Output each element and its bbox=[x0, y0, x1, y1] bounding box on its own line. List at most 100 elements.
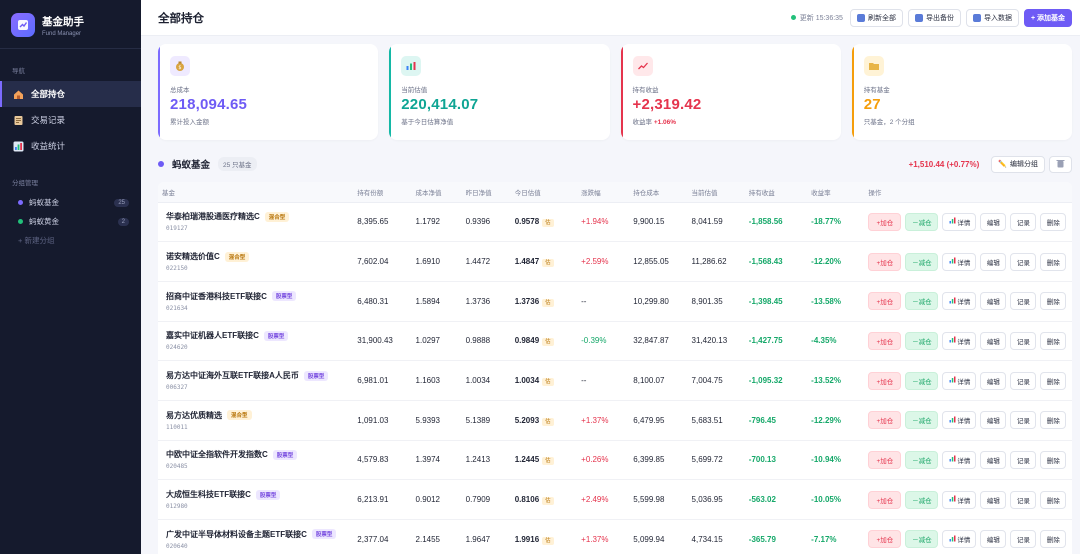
details-button[interactable]: 详情 bbox=[942, 450, 977, 469]
add-position-button[interactable]: +加仓 bbox=[868, 252, 902, 271]
new-group-button[interactable]: + 新建分组 bbox=[18, 236, 55, 245]
change-cell: +1.94% bbox=[577, 202, 630, 243]
reduce-position-button[interactable]: －减仓 bbox=[905, 371, 939, 390]
reduce-position-button[interactable]: －减仓 bbox=[905, 292, 939, 311]
reduce-position-button[interactable]: －减仓 bbox=[905, 450, 939, 469]
details-label: 详情 bbox=[957, 497, 971, 505]
record-button[interactable]: 记录 bbox=[1010, 252, 1037, 271]
sidebar-item-transactions[interactable]: 交易记录 bbox=[0, 107, 141, 133]
export-backup-button[interactable]: 导出备份 bbox=[907, 8, 961, 27]
estimate-value: 1.2445 bbox=[514, 455, 540, 465]
shares-cell: 6,213.91 bbox=[353, 479, 412, 520]
page-title: 全部持仓 bbox=[158, 12, 204, 25]
fund-name[interactable]: 大成恒生科技ETF联接C bbox=[166, 490, 251, 500]
cost-cell: 10,299.80 bbox=[629, 281, 688, 322]
add-fund-button[interactable]: + 添加基金 bbox=[1023, 8, 1072, 27]
fund-type-tag: 股票型 bbox=[255, 489, 281, 500]
add-position-button[interactable]: +加仓 bbox=[868, 212, 902, 231]
record-button[interactable]: 记录 bbox=[1010, 212, 1037, 231]
details-button[interactable]: 详情 bbox=[942, 411, 977, 430]
sidebar-group-ant-gold[interactable]: 蚂蚁黄金 2 bbox=[0, 212, 141, 231]
estimate-value: 0.8106 bbox=[514, 495, 540, 505]
details-button[interactable]: 详情 bbox=[942, 371, 977, 390]
fund-name[interactable]: 易方达优质精选 bbox=[166, 410, 222, 420]
delete-button[interactable]: 删除 bbox=[1040, 450, 1067, 469]
col-header: 收益率 bbox=[807, 182, 865, 203]
col-header: 当前估值 bbox=[687, 182, 745, 203]
reduce-position-button[interactable]: －减仓 bbox=[905, 530, 939, 549]
reduce-position-button[interactable]: －减仓 bbox=[905, 490, 939, 509]
delete-button[interactable]: 删除 bbox=[1040, 292, 1067, 311]
edit-button[interactable]: 编辑 bbox=[980, 530, 1007, 549]
group-header-bar: 蚂蚁基金 25 只基金 +1,510.44 (+0.77%) ✏️ 编辑分组 bbox=[158, 150, 1072, 178]
fund-name[interactable]: 诺安精选价值C bbox=[166, 252, 220, 262]
fund-name[interactable]: 嘉实中证机器人ETF联接C bbox=[166, 331, 259, 341]
value-cell: 5,036.95 bbox=[687, 479, 745, 520]
sidebar-group-ant-fund[interactable]: 蚂蚁基金 25 bbox=[0, 193, 141, 212]
record-button[interactable]: 记录 bbox=[1010, 331, 1037, 350]
add-position-button[interactable]: +加仓 bbox=[868, 331, 902, 350]
estimate-tag: 估 bbox=[542, 497, 554, 506]
cost-cell: 9,900.15 bbox=[629, 202, 688, 243]
add-position-button[interactable]: +加仓 bbox=[868, 292, 902, 311]
fund-name[interactable]: 广发中证半导体材料设备主题ETF联接C bbox=[166, 529, 307, 539]
edit-button[interactable]: 编辑 bbox=[980, 411, 1007, 430]
add-position-button[interactable]: +加仓 bbox=[868, 450, 902, 469]
edit-group-button[interactable]: ✏️ 编辑分组 bbox=[991, 155, 1045, 173]
rate-cell: -18.77% bbox=[807, 202, 865, 243]
estimate-cell: 5.2093 估 bbox=[510, 400, 578, 441]
record-button[interactable]: 记录 bbox=[1010, 530, 1037, 549]
record-button[interactable]: 记录 bbox=[1010, 450, 1037, 469]
fund-name[interactable]: 易方达中证海外互联ETF联接A人民币 bbox=[166, 371, 299, 381]
table-row: 中欧中证全指软件开发指数C 股票型 020485 4,579.83 1.3974 … bbox=[158, 440, 1072, 481]
record-button[interactable]: 记录 bbox=[1010, 292, 1037, 311]
details-button[interactable]: 详情 bbox=[942, 292, 977, 311]
delete-button[interactable]: 删除 bbox=[1040, 252, 1067, 271]
delete-button[interactable]: 删除 bbox=[1040, 490, 1067, 509]
fund-name[interactable]: 中欧中证全指软件开发指数C bbox=[166, 450, 268, 460]
reduce-position-button[interactable]: －减仓 bbox=[905, 212, 939, 231]
delete-button[interactable]: 删除 bbox=[1040, 212, 1067, 231]
edit-button[interactable]: 编辑 bbox=[980, 212, 1007, 231]
edit-button[interactable]: 编辑 bbox=[980, 371, 1007, 390]
reduce-position-button[interactable]: －减仓 bbox=[905, 252, 939, 271]
delete-button[interactable]: 删除 bbox=[1040, 371, 1067, 390]
edit-button[interactable]: 编辑 bbox=[980, 450, 1007, 469]
details-button[interactable]: 详情 bbox=[942, 530, 977, 549]
reduce-position-button[interactable]: －减仓 bbox=[905, 411, 939, 430]
change-cell: +2.49% bbox=[577, 479, 630, 520]
fund-code: 019127 bbox=[166, 225, 188, 233]
details-button[interactable]: 详情 bbox=[942, 490, 977, 509]
delete-button[interactable]: 删除 bbox=[1040, 530, 1067, 549]
details-label: 详情 bbox=[957, 457, 971, 465]
edit-button[interactable]: 编辑 bbox=[980, 252, 1007, 271]
record-button[interactable]: 记录 bbox=[1010, 371, 1037, 390]
ops-cell: +加仓 －减仓 详情 编辑 记录 删除 bbox=[864, 321, 1072, 362]
add-position-button[interactable]: +加仓 bbox=[868, 371, 902, 390]
add-position-button[interactable]: +加仓 bbox=[868, 530, 902, 549]
delete-button[interactable]: 删除 bbox=[1040, 331, 1067, 350]
delete-group-button[interactable] bbox=[1049, 155, 1072, 173]
fund-name[interactable]: 华泰柏瑞港股通医疗精选C bbox=[166, 212, 260, 222]
edit-button[interactable]: 编辑 bbox=[980, 331, 1007, 350]
edit-button[interactable]: 编辑 bbox=[980, 490, 1007, 509]
holdings-table: 基金 持有份额 成本净值 昨日净值 今日估值 涨跌幅 持仓成本 当前估值 持有收… bbox=[158, 182, 1072, 554]
add-position-button[interactable]: +加仓 bbox=[868, 490, 902, 509]
add-position-button[interactable]: +加仓 bbox=[868, 411, 902, 430]
record-button[interactable]: 记录 bbox=[1010, 411, 1037, 430]
details-button[interactable]: 详情 bbox=[942, 252, 977, 271]
details-button[interactable]: 详情 bbox=[942, 212, 977, 231]
change-cell: +2.59% bbox=[577, 241, 630, 282]
delete-button[interactable]: 删除 bbox=[1040, 411, 1067, 430]
sidebar-item-stats[interactable]: 收益统计 bbox=[0, 133, 141, 159]
edit-button[interactable]: 编辑 bbox=[980, 292, 1007, 311]
fund-name[interactable]: 招商中证香港科技ETF联接C bbox=[166, 291, 267, 301]
refresh-all-button[interactable]: 刷新全部 bbox=[849, 8, 903, 27]
table-row: 易方达优质精选 混合型 110011 1,091.03 5.9393 5.1389… bbox=[158, 400, 1072, 441]
fund-type-tag: 混合型 bbox=[224, 251, 250, 262]
reduce-position-button[interactable]: －减仓 bbox=[905, 331, 939, 350]
sidebar-item-all-holdings[interactable]: 全部持仓 bbox=[0, 81, 141, 107]
import-data-button[interactable]: 导入数据 bbox=[965, 8, 1019, 27]
details-button[interactable]: 详情 bbox=[942, 331, 977, 350]
record-button[interactable]: 记录 bbox=[1010, 490, 1037, 509]
